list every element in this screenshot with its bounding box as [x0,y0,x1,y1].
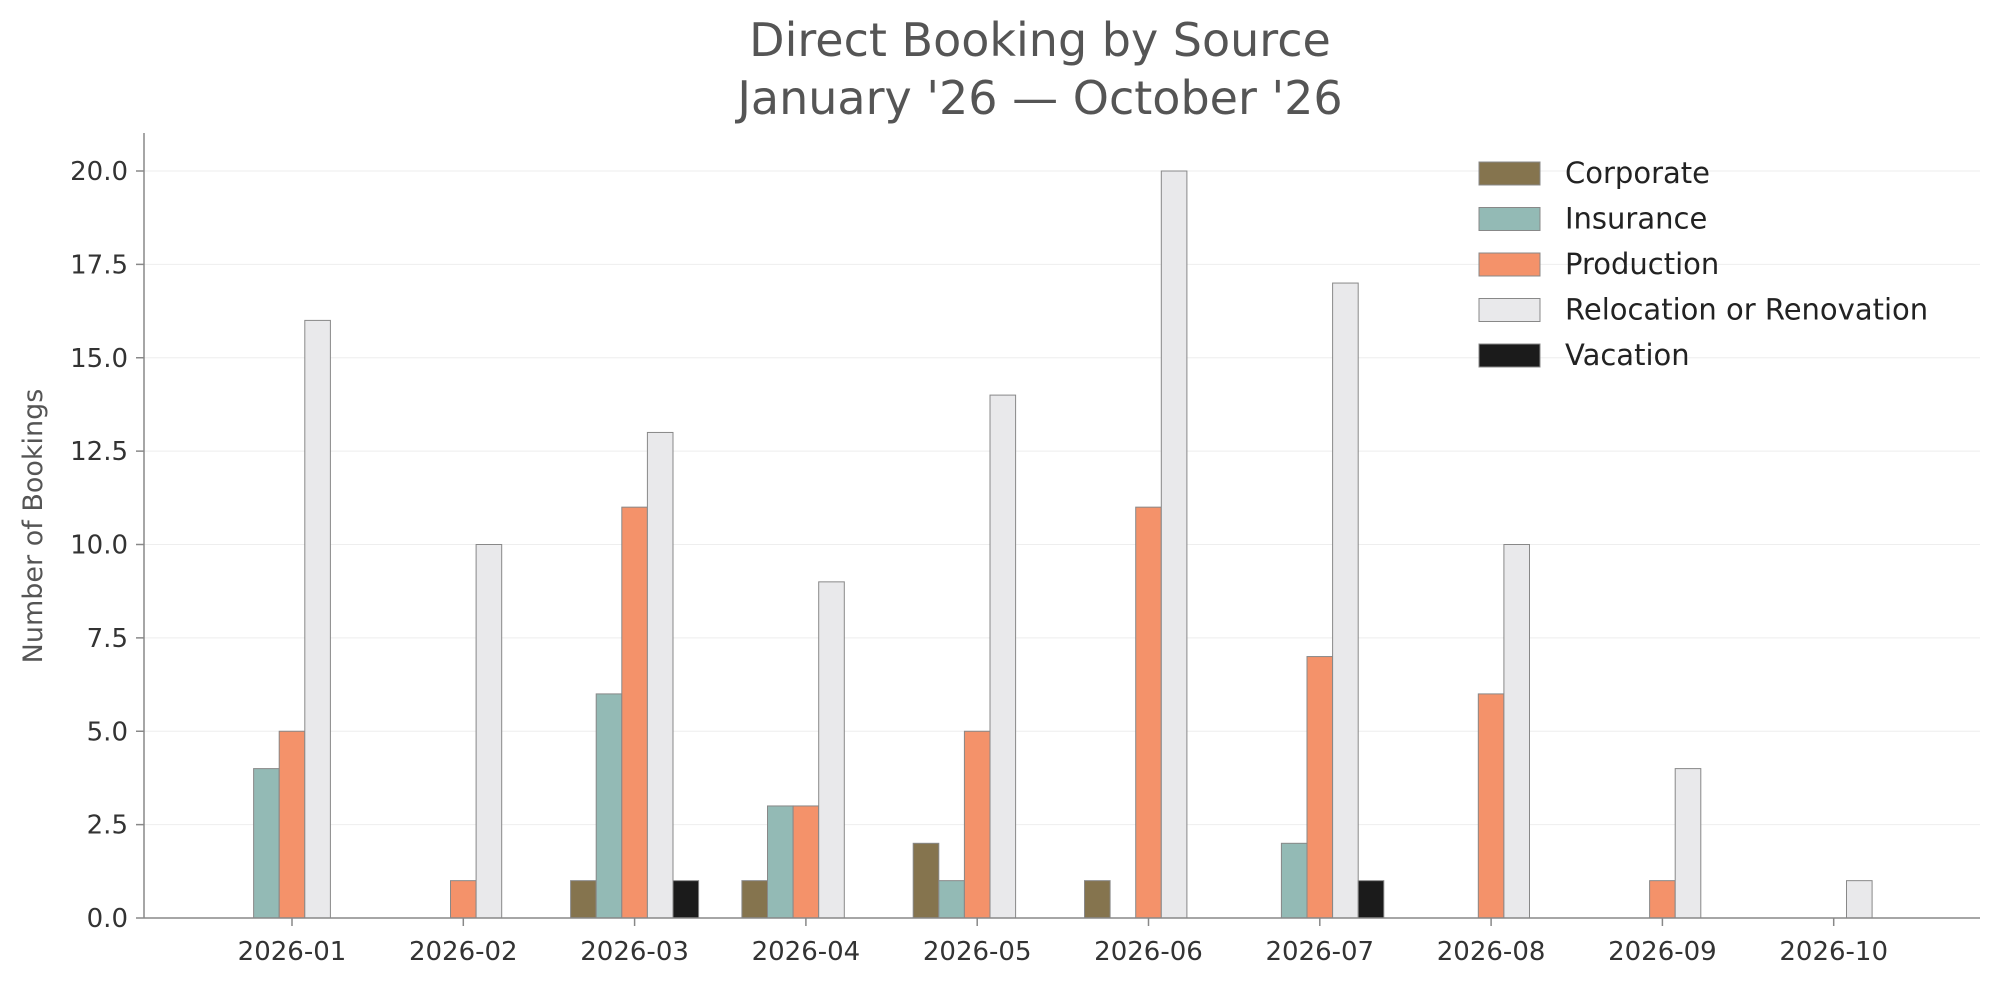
bar-insurance-2026-03 [595,693,623,919]
bars [253,170,1873,919]
legend: Corporate Insurance Production Relocation o… [1478,156,1928,372]
bar-relocation-or-renovation-2026-08 [1503,544,1531,919]
x-tick-label: 2026-04 [752,937,861,967]
x-tick-label: 2026-07 [1265,937,1374,967]
bar-relocation-or-renovation-2026-02 [475,544,503,919]
y-tick-label: 0.0 [87,904,128,934]
y-tick-label: 20.0 [70,157,128,187]
y-ticks: 0.0 2.5 5.0 7.5 10.0 12.5 15.0 17.5 20.0 [70,157,144,934]
legend-swatch [1478,252,1541,277]
bar-relocation-or-renovation-2026-07 [1332,282,1359,919]
bar-production-2026-09 [1649,880,1676,919]
y-tick-label: 7.5 [87,624,128,654]
x-tick-label: 2026-08 [1437,937,1546,967]
bar-corporate-2026-03 [570,880,597,919]
bar-corporate-2026-05 [912,842,940,919]
y-tick-label: 12.5 [70,437,128,467]
bar-relocation-or-renovation-2026-09 [1674,768,1702,919]
chart-title: Direct Booking by Source [749,13,1331,67]
x-tick-label: 2026-03 [580,937,689,967]
chart-subtitle: January '26 — October '26 [734,71,1342,125]
bar-corporate-2026-06 [1084,880,1111,919]
y-tick-label: 17.5 [70,250,128,280]
legend-label: Insurance [1565,202,1707,236]
legend-label: Production [1565,247,1719,281]
bar-relocation-or-renovation-2026-06 [1160,170,1188,919]
y-tick-label: 2.5 [87,811,128,841]
bar-production-2026-05 [963,730,991,919]
bar-relocation-or-renovation-2026-01 [304,319,331,919]
x-tick-label: 2026-09 [1608,937,1717,967]
bar-insurance-2026-05 [938,880,965,919]
y-tick-label: 15.0 [70,344,128,374]
legend-swatch [1478,298,1541,322]
bar-production-2026-06 [1135,506,1162,919]
y-tick-label: 5.0 [87,717,128,747]
bar-vacation-2026-03 [672,880,700,919]
x-tick-label: 2026-01 [238,937,347,967]
x-tick-label: 2026-05 [923,937,1032,967]
bar-production-2026-08 [1477,693,1505,919]
legend-swatch [1478,343,1541,368]
bar-relocation-or-renovation-2026-03 [646,431,674,919]
bar-production-2026-03 [621,506,648,919]
x-tick-label: 2026-02 [409,937,518,967]
bar-insurance-2026-07 [1280,842,1308,919]
bar-relocation-or-renovation-2026-05 [989,394,1017,919]
legend-label: Corporate [1565,156,1710,190]
bar-insurance-2026-01 [253,768,280,919]
bar-relocation-or-renovation-2026-04 [818,581,845,919]
x-ticks: 2026-01 2026-02 2026-03 2026-04 2026-05 2026-… [238,918,1888,967]
x-tick-label: 2026-10 [1779,937,1888,967]
bar-production-2026-02 [450,880,477,919]
grid-lines [144,170,1980,919]
legend-label: Relocation or Renovation [1565,293,1928,327]
legend-label: Vacation [1565,338,1690,372]
bar-production-2026-04 [792,805,820,919]
bar-insurance-2026-04 [767,805,794,919]
bar-vacation-2026-07 [1357,880,1385,919]
y-axis-title: Number of Bookings [18,389,49,664]
x-tick-label: 2026-06 [1094,937,1203,967]
legend-swatch [1478,207,1541,231]
y-tick-label: 10.0 [70,531,128,561]
bar-production-2026-01 [278,730,306,919]
bar-production-2026-07 [1306,656,1334,919]
bar-relocation-or-renovation-2026-10 [1846,880,1873,919]
legend-swatch [1478,161,1541,186]
bar-corporate-2026-04 [741,880,769,919]
